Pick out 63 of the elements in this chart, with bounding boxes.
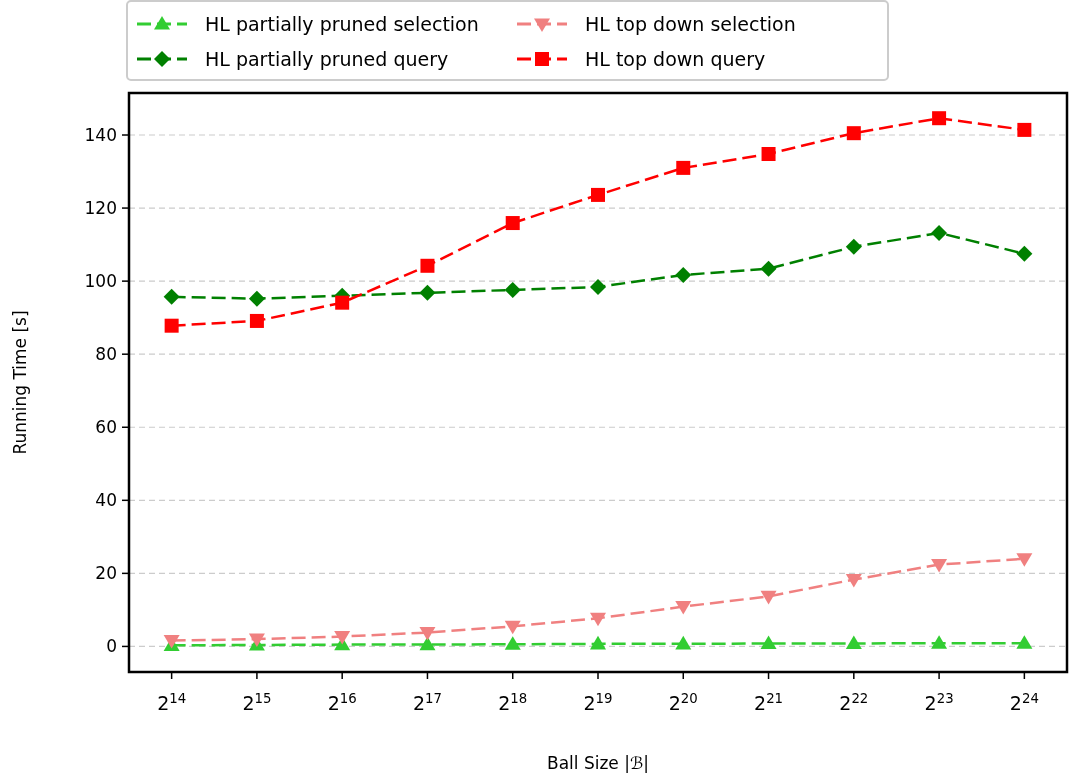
- x-tick-label: 2$^{14}$: [157, 690, 187, 714]
- x-tick-label: 2$^{24}$: [1009, 690, 1039, 714]
- y-tick-label: 140: [84, 124, 117, 145]
- point: [334, 630, 351, 645]
- point: [590, 278, 606, 295]
- x-tick-label: 2$^{21}$: [754, 690, 784, 714]
- y-tick-label: 80: [95, 344, 117, 365]
- point: [419, 636, 436, 651]
- x-tick-label: 2$^{15}$: [242, 690, 272, 714]
- point: [163, 288, 180, 305]
- point: [675, 601, 692, 615]
- point: [590, 612, 606, 627]
- point: [845, 238, 862, 255]
- point: [760, 260, 777, 277]
- point: [419, 626, 436, 641]
- point: [760, 590, 777, 605]
- point: [675, 635, 692, 650]
- x-tick-label: 2$^{16}$: [327, 690, 357, 714]
- point: [1016, 635, 1033, 649]
- point: [931, 635, 948, 649]
- point: [420, 258, 435, 273]
- x-tick-label: 2$^{17}$: [412, 690, 442, 714]
- x-tick-label: 2$^{20}$: [668, 690, 698, 714]
- y-tick-label: 120: [84, 198, 117, 219]
- point: [504, 620, 521, 635]
- y-axis-title: Running Time [s]: [10, 310, 30, 455]
- point: [335, 295, 350, 310]
- point: [590, 635, 606, 650]
- point: [1017, 122, 1032, 137]
- point: [248, 290, 265, 307]
- point: [760, 635, 777, 650]
- y-tick-label: 100: [84, 271, 117, 292]
- point: [504, 281, 521, 298]
- y-tick-label: 20: [95, 563, 117, 584]
- y-tick-label: 60: [95, 417, 117, 438]
- point: [591, 187, 605, 202]
- point: [1016, 245, 1033, 262]
- point: [932, 111, 947, 126]
- x-tick-label: 2$^{19}$: [583, 690, 613, 714]
- point: [846, 126, 861, 141]
- point: [676, 160, 691, 175]
- point: [675, 266, 692, 283]
- point: [1016, 553, 1033, 567]
- point: [164, 318, 179, 333]
- x-tick-label: 2$^{23}$: [924, 690, 954, 714]
- x-tick-label: 2$^{22}$: [839, 690, 869, 714]
- point: [931, 559, 948, 573]
- point: [845, 573, 862, 588]
- legend-label: HL top down query: [585, 47, 766, 70]
- point: [505, 216, 520, 231]
- point: [931, 224, 948, 241]
- point: [504, 636, 521, 650]
- y-tick-label: 0: [106, 636, 117, 657]
- point: [761, 147, 776, 162]
- y-tick-label: 40: [95, 490, 117, 511]
- x-tick-label: 2$^{18}$: [498, 690, 528, 714]
- point: [419, 284, 436, 301]
- x-axis-title: Ball Size |ℬ|: [546, 753, 650, 773]
- legend-label: HL partially pruned query: [205, 47, 449, 70]
- legend-label: HL top down selection: [585, 12, 796, 35]
- point: [845, 635, 862, 650]
- legend-label: HL partially pruned selection: [205, 12, 479, 35]
- point: [249, 313, 264, 328]
